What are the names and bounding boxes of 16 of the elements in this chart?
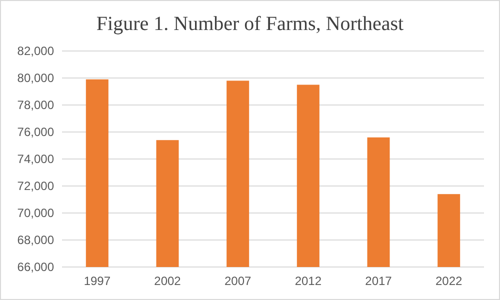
y-tick-label: 70,000	[17, 206, 54, 220]
x-tick-label: 2007	[224, 274, 252, 288]
y-tick-label: 78,000	[17, 98, 54, 112]
y-tick-label: 74,000	[17, 152, 54, 166]
x-tick-label: 1997	[84, 274, 111, 288]
x-tick-label: 2002	[154, 274, 182, 288]
y-tick-label: 66,000	[17, 260, 54, 274]
y-tick-label: 76,000	[17, 125, 54, 140]
y-tick-label: 82,000	[17, 44, 54, 58]
y-tick-label: 68,000	[17, 233, 54, 248]
y-tick-label: 72,000	[17, 179, 54, 194]
x-tick-label: 2012	[294, 274, 322, 288]
y-tick-label: 80,000	[17, 71, 54, 86]
x-tick-label: 2017	[365, 274, 392, 288]
x-tick-label: 2022	[435, 274, 463, 288]
chart-title: Figure 1. Number of Farms, Northeast	[96, 13, 404, 35]
